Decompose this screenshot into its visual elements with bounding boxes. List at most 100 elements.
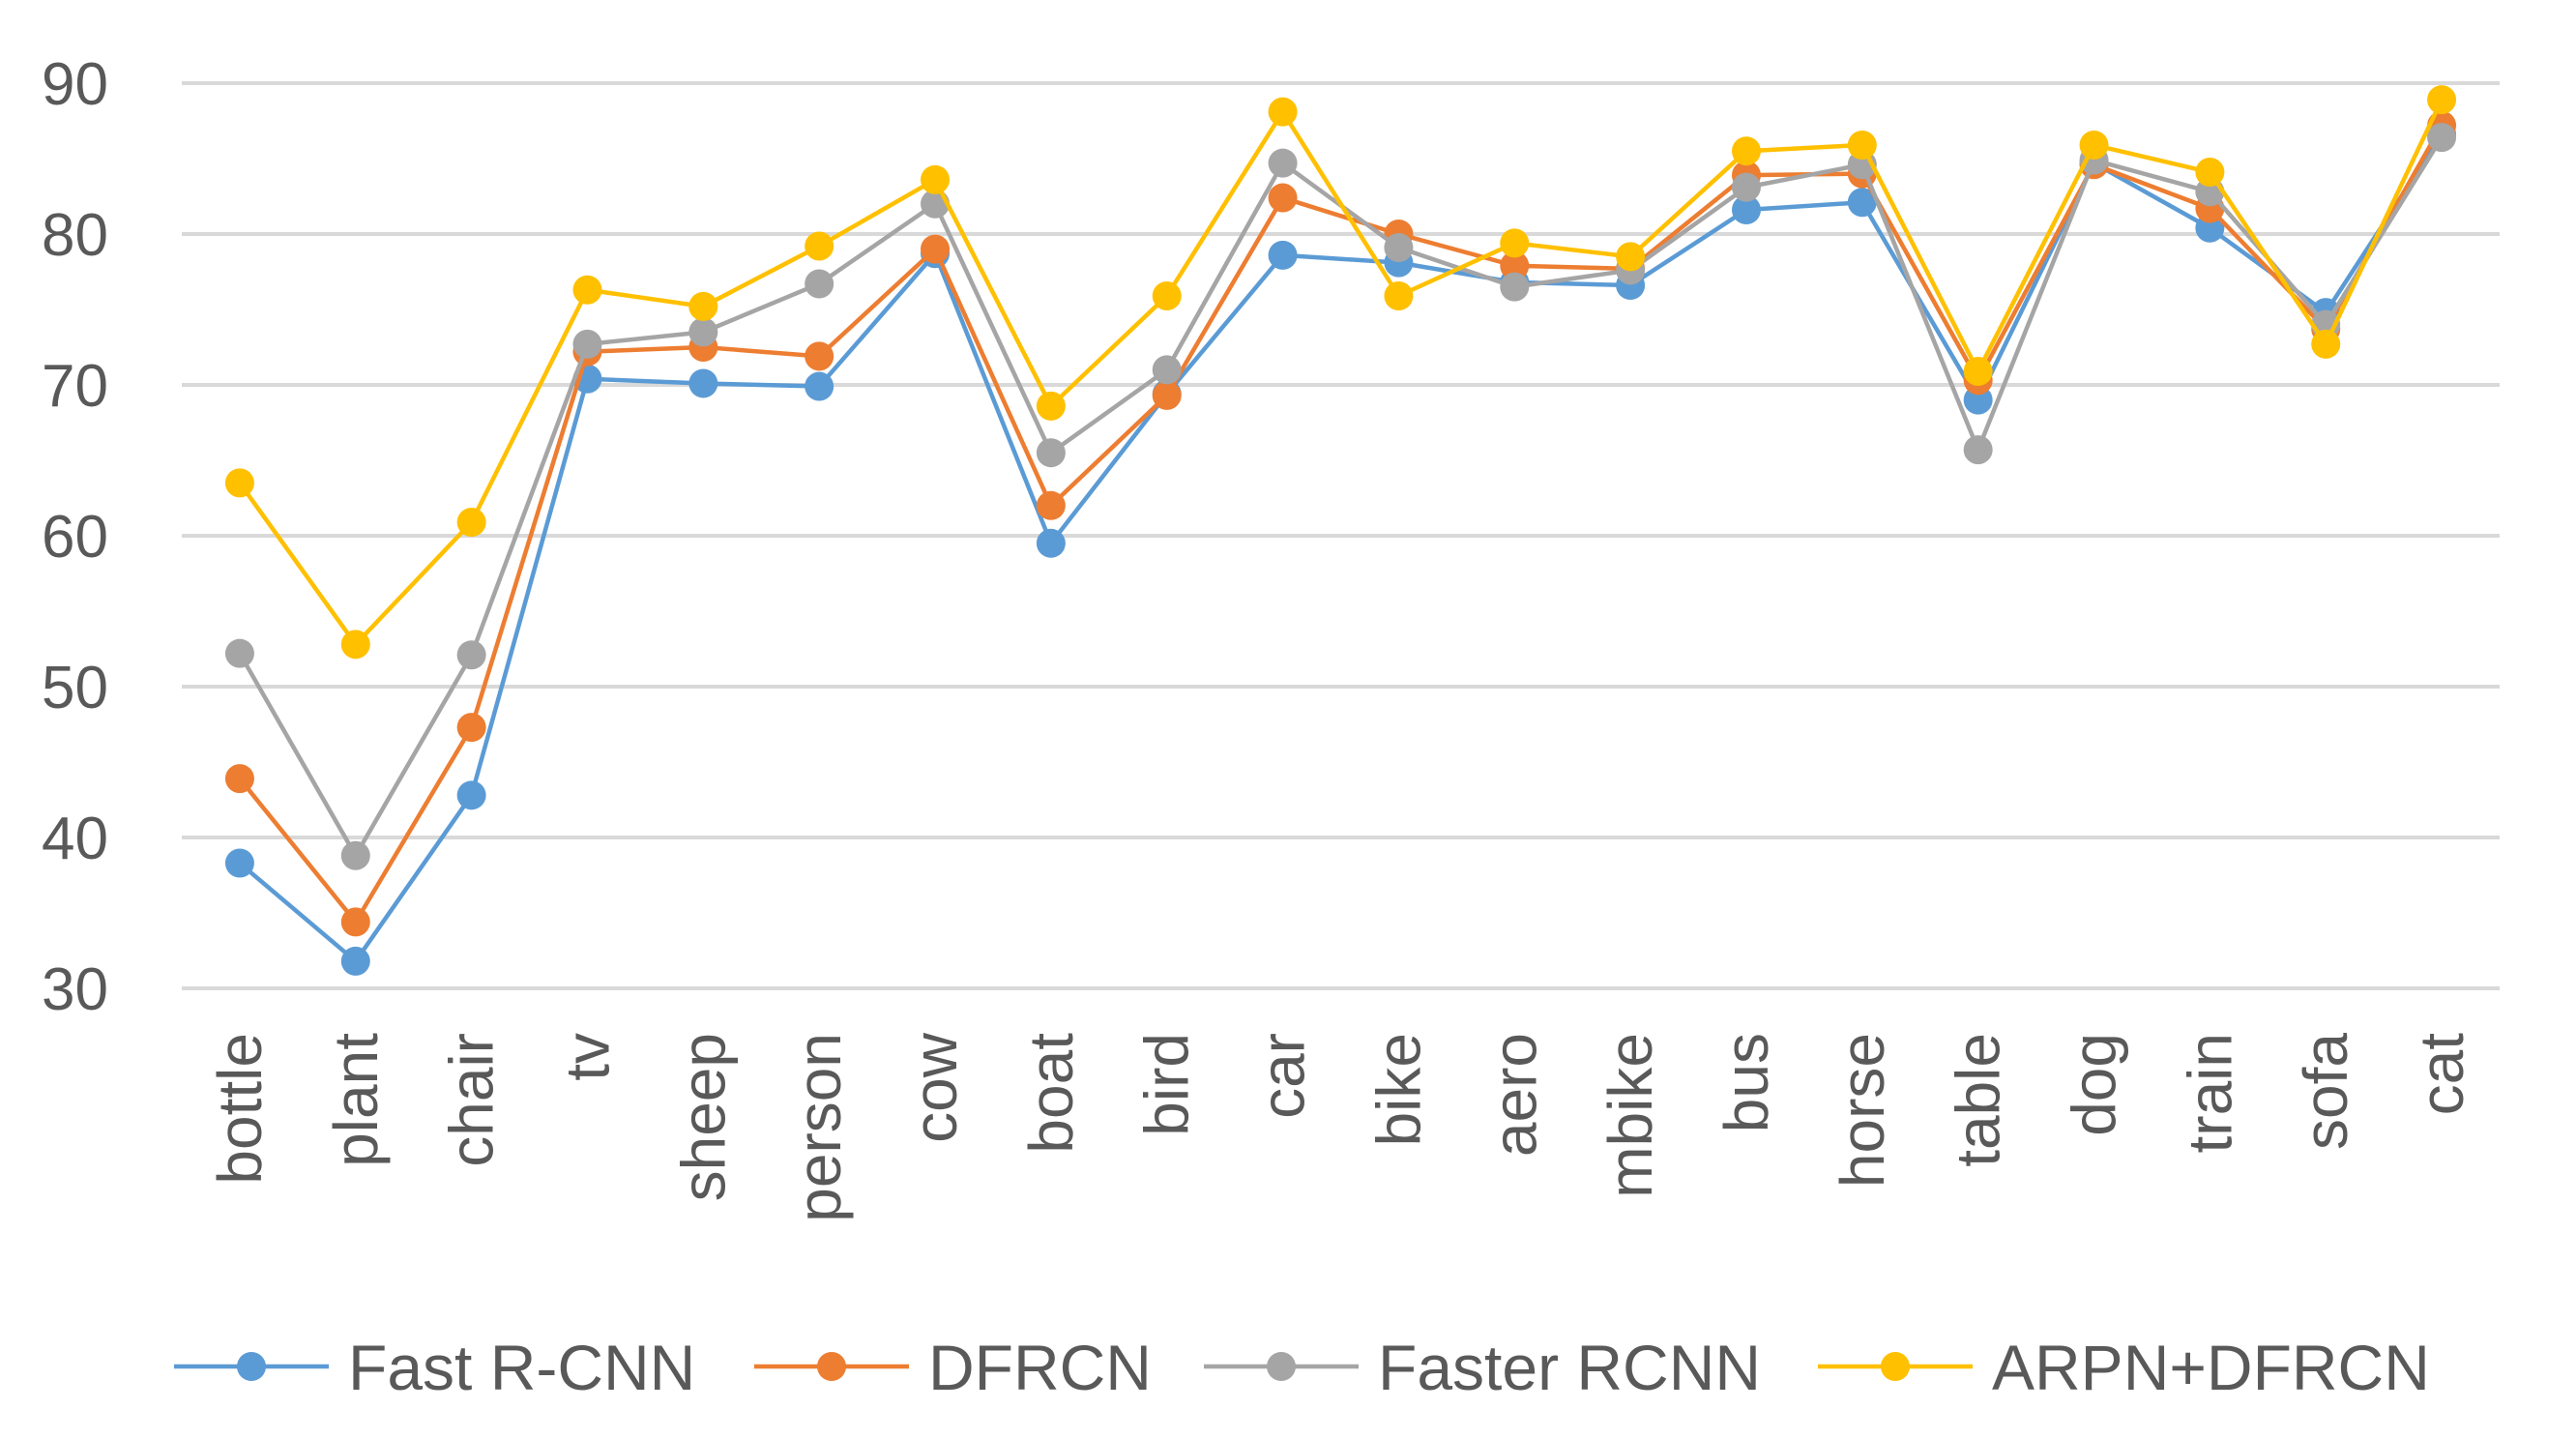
x-tick-label: dog <box>2060 1033 2129 1136</box>
y-tick-label: 70 <box>42 353 108 420</box>
data-point <box>1384 280 1414 310</box>
data-point <box>456 713 486 743</box>
x-tick-label: bike <box>1363 1033 1433 1146</box>
data-point <box>224 764 254 794</box>
data-point <box>2427 85 2457 115</box>
legend-item: ARPN+DFRCN <box>1818 1332 2430 1403</box>
data-point <box>1731 172 1761 202</box>
data-point <box>1268 183 1298 213</box>
data-point <box>1036 438 1066 468</box>
x-tick-label: car <box>1248 1033 1318 1119</box>
legend-marker <box>1881 1352 1910 1381</box>
y-tick-label: 40 <box>42 806 108 872</box>
data-point <box>572 275 602 305</box>
data-point <box>224 638 254 668</box>
data-point <box>1152 380 1182 410</box>
data-point <box>688 368 718 398</box>
y-tick-label: 60 <box>42 504 108 571</box>
data-point <box>1500 272 1530 302</box>
data-point <box>1731 195 1761 225</box>
x-tick-label: aero <box>1479 1033 1549 1157</box>
legend-item: Fast R-CNN <box>174 1332 695 1403</box>
x-tick-label: mbike <box>1595 1033 1665 1198</box>
legend-label: Fast R-CNN <box>348 1332 695 1403</box>
x-tick-label: sheep <box>668 1033 738 1201</box>
data-point <box>456 640 486 670</box>
data-point <box>1036 528 1066 558</box>
y-tick-label: 50 <box>42 655 108 721</box>
data-point <box>1384 233 1414 263</box>
legend-marker <box>237 1352 266 1381</box>
series-0 <box>224 120 2457 976</box>
legend-item: Faster RCNN <box>1204 1332 1761 1403</box>
x-tick-label: table <box>1944 1033 2013 1167</box>
y-tick-label: 30 <box>42 956 108 1023</box>
gridlines <box>182 81 2500 990</box>
series-3 <box>224 85 2457 660</box>
data-point <box>1500 250 1530 280</box>
x-tick-label: person <box>784 1033 854 1222</box>
data-point <box>2311 329 2341 359</box>
x-axis-ticks: bottle plant chair tv sheep person cow boat bird… <box>205 1032 2476 1221</box>
data-point <box>805 231 834 261</box>
data-point <box>2427 123 2457 153</box>
legend-item: DFRCN <box>754 1332 1152 1403</box>
x-tick-label: plant <box>321 1033 391 1167</box>
x-tick-label: chair <box>437 1033 507 1167</box>
data-point <box>340 907 370 937</box>
data-point <box>340 630 370 660</box>
data-point <box>1963 356 1993 386</box>
data-point <box>921 164 951 194</box>
data-point <box>2079 130 2109 160</box>
data-point <box>1847 130 1877 160</box>
data-point <box>805 371 834 401</box>
y-tick-label: 90 <box>42 51 108 118</box>
legend: Fast R-CNN DFRCN Faster RCNN ARPN+DFRCN <box>174 1332 2430 1403</box>
series-group <box>224 85 2457 976</box>
data-point <box>1152 355 1182 385</box>
data-point <box>572 329 602 359</box>
data-point <box>456 507 486 537</box>
data-point <box>805 269 834 299</box>
data-point <box>224 468 254 498</box>
data-point <box>340 840 370 870</box>
data-point <box>456 780 486 810</box>
series-line <box>238 124 2444 925</box>
data-point <box>1731 136 1761 166</box>
legend-label: DFRCN <box>928 1332 1152 1403</box>
y-axis-ticks: 30 40 50 60 70 80 90 <box>42 51 108 1023</box>
x-tick-label: sofa <box>2291 1033 2360 1150</box>
data-point <box>340 946 370 976</box>
legend-label: Faster RCNN <box>1378 1332 1761 1403</box>
data-point <box>688 317 718 347</box>
data-point <box>1036 391 1066 421</box>
x-tick-label: bottle <box>205 1033 275 1185</box>
legend-label: ARPN+DFRCN <box>1992 1332 2430 1403</box>
data-point <box>688 291 718 321</box>
data-point <box>1963 435 1993 465</box>
data-point <box>1268 97 1298 127</box>
x-tick-label: train <box>2175 1033 2244 1154</box>
data-point <box>805 341 834 371</box>
data-point <box>1616 242 1646 272</box>
data-point <box>1847 188 1877 218</box>
data-point <box>1500 228 1530 258</box>
data-point <box>1152 280 1182 310</box>
legend-marker <box>1267 1352 1296 1381</box>
data-point <box>224 848 254 878</box>
data-point <box>1036 490 1066 520</box>
y-tick-label: 80 <box>42 202 108 269</box>
data-point <box>1268 240 1298 270</box>
series-line <box>237 135 2444 858</box>
data-point <box>2195 158 2225 188</box>
x-tick-label: bird <box>1132 1033 1202 1136</box>
x-tick-label: boat <box>1016 1033 1086 1154</box>
data-point <box>921 234 951 264</box>
x-tick-label: cow <box>900 1032 970 1143</box>
x-tick-label: tv <box>552 1033 622 1081</box>
x-tick-label: cat <box>2407 1033 2476 1116</box>
x-tick-label: bus <box>1712 1033 1781 1132</box>
series-line <box>238 99 2444 647</box>
legend-marker <box>817 1352 846 1381</box>
